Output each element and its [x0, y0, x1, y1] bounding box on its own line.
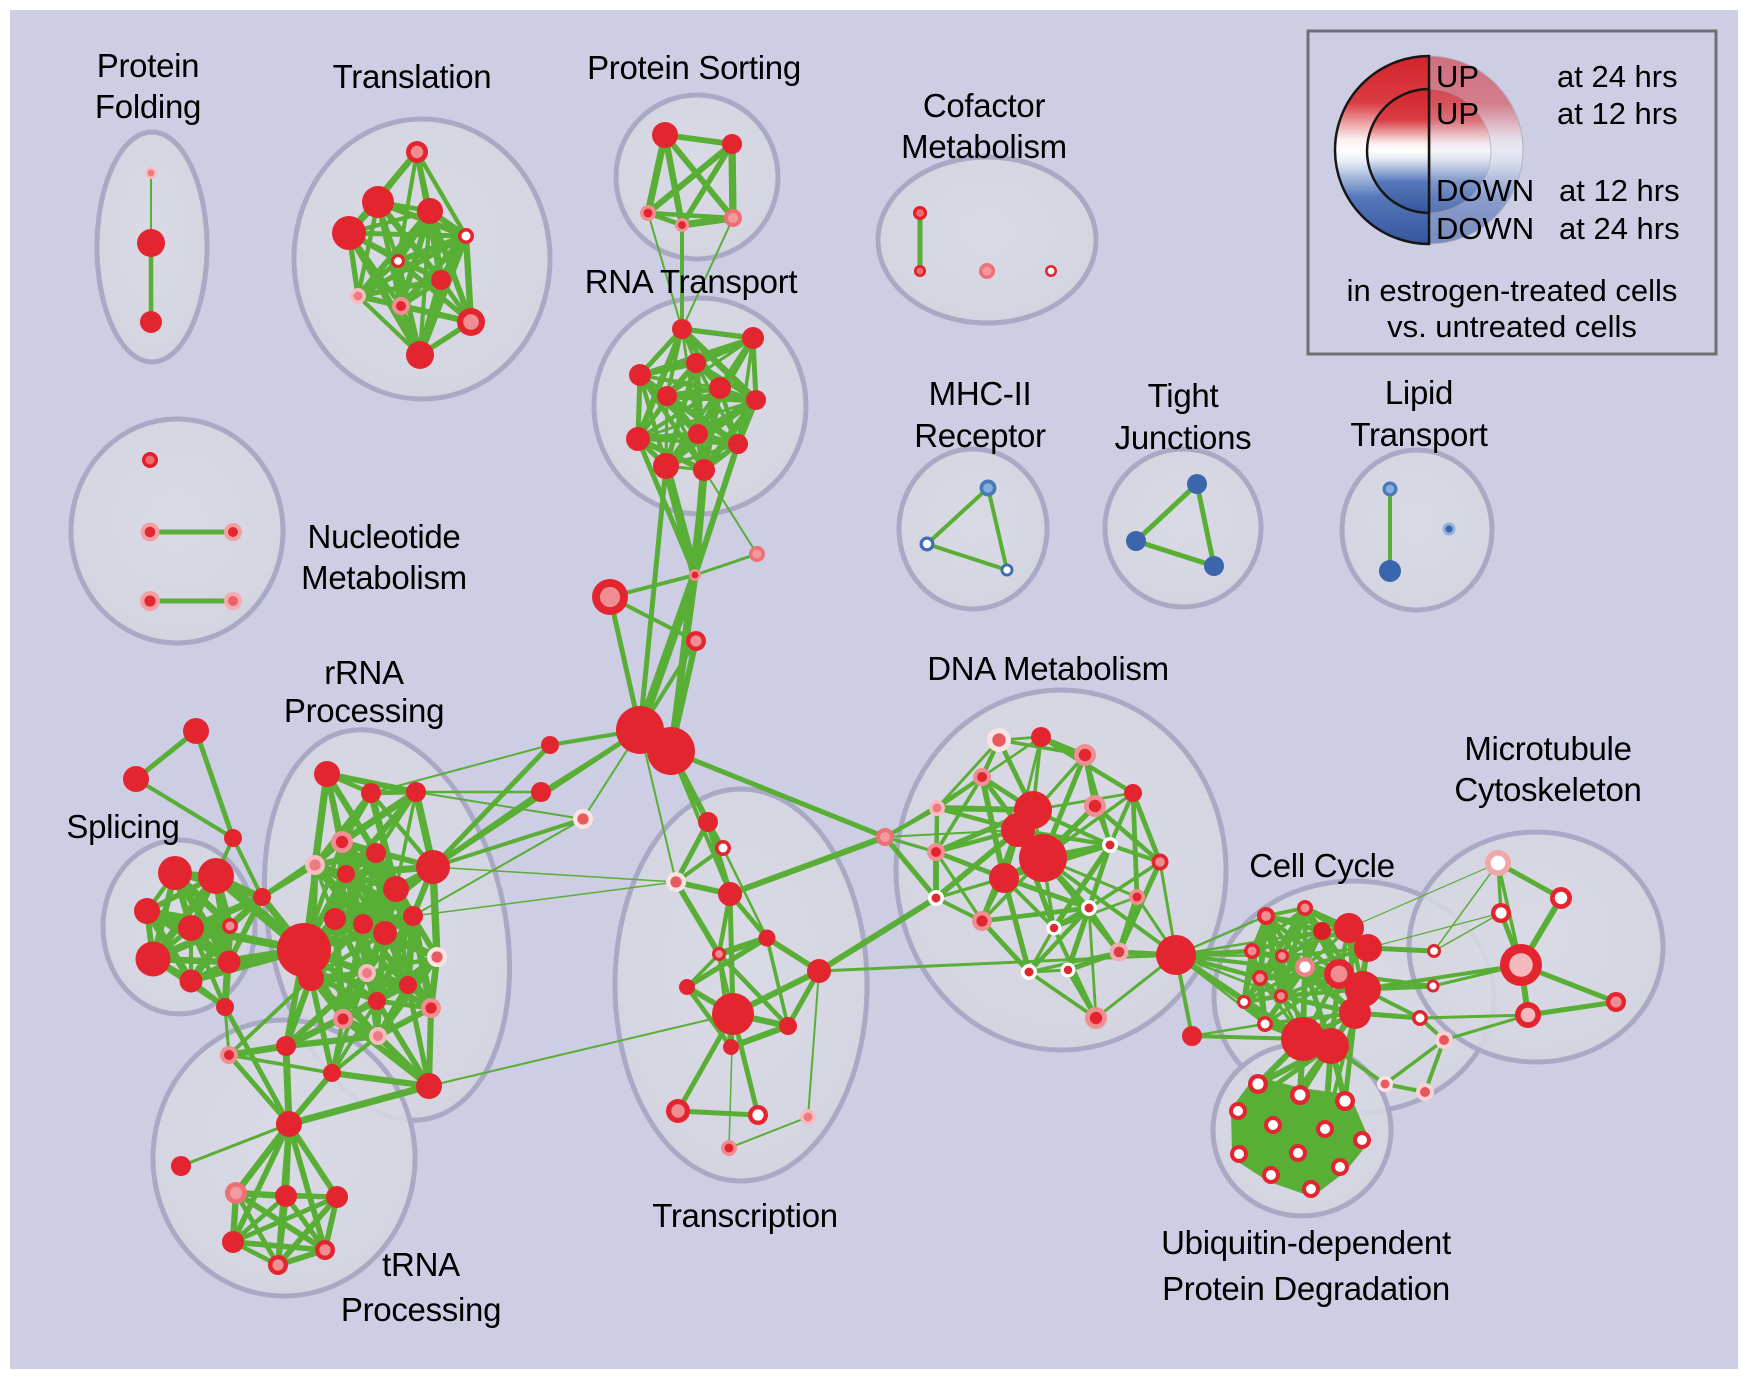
svg-text:Cofactor: Cofactor — [923, 87, 1046, 124]
svg-text:at 12 hrs: at 12 hrs — [1559, 173, 1680, 208]
svg-text:UP: UP — [1436, 59, 1479, 94]
svg-text:Tight: Tight — [1148, 377, 1219, 414]
svg-text:in estrogen-treated cells: in estrogen-treated cells — [1347, 273, 1678, 308]
svg-text:at 24 hrs: at 24 hrs — [1557, 59, 1678, 94]
svg-text:DNA Metabolism: DNA Metabolism — [927, 650, 1169, 687]
svg-text:Processing: Processing — [341, 1291, 501, 1328]
svg-text:Protein: Protein — [97, 47, 199, 84]
svg-text:UP: UP — [1436, 96, 1479, 131]
svg-text:MHC-II: MHC-II — [929, 375, 1032, 412]
svg-text:Nucleotide: Nucleotide — [308, 518, 461, 555]
svg-text:Receptor: Receptor — [914, 417, 1046, 454]
svg-text:Folding: Folding — [95, 88, 201, 125]
svg-text:Transcription: Transcription — [652, 1197, 838, 1234]
svg-text:Protein Sorting: Protein Sorting — [587, 49, 801, 86]
svg-text:Translation: Translation — [333, 58, 492, 95]
svg-text:DOWN: DOWN — [1436, 173, 1534, 208]
svg-text:Cytoskeleton: Cytoskeleton — [1454, 771, 1641, 808]
svg-text:Ubiquitin-dependent: Ubiquitin-dependent — [1161, 1224, 1451, 1261]
svg-text:at 12 hrs: at 12 hrs — [1557, 96, 1678, 131]
svg-text:Protein Degradation: Protein Degradation — [1162, 1270, 1450, 1307]
svg-text:Microtubule: Microtubule — [1464, 730, 1631, 767]
svg-text:Transport: Transport — [1350, 416, 1487, 453]
svg-text:Lipid: Lipid — [1385, 374, 1453, 411]
svg-text:tRNA: tRNA — [382, 1246, 460, 1283]
svg-text:Metabolism: Metabolism — [301, 559, 467, 596]
svg-text:rRNA: rRNA — [324, 654, 404, 691]
svg-text:Cell Cycle: Cell Cycle — [1249, 847, 1395, 884]
svg-text:Processing: Processing — [284, 692, 444, 729]
svg-text:Metabolism: Metabolism — [901, 128, 1067, 165]
svg-text:at 24 hrs: at 24 hrs — [1559, 211, 1680, 246]
svg-text:Splicing: Splicing — [66, 808, 179, 845]
svg-text:Junctions: Junctions — [1115, 419, 1252, 456]
svg-text:vs. untreated cells: vs. untreated cells — [1387, 309, 1637, 344]
svg-text:RNA Transport: RNA Transport — [585, 263, 798, 300]
svg-text:DOWN: DOWN — [1436, 211, 1534, 246]
